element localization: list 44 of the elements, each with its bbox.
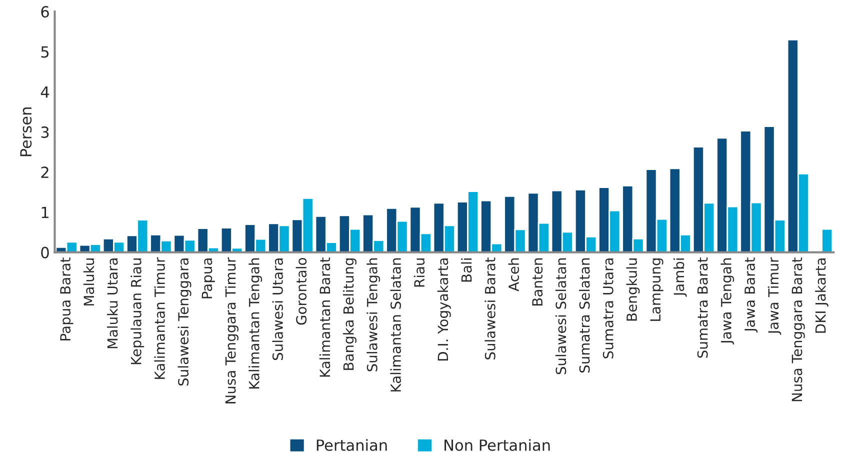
y-axis-title: Persen bbox=[20, 108, 32, 156]
y-tick-label: 2 bbox=[41, 166, 48, 178]
x-tick-label: Jambi bbox=[673, 258, 687, 297]
x-tick-label: Bangka Belitung bbox=[343, 258, 356, 370]
x-tick-label: Jawa Barat bbox=[744, 258, 758, 333]
y-tick-label: 1 bbox=[42, 206, 48, 218]
x-tick-label: Kalimantan Tengah bbox=[248, 258, 262, 389]
x-tick-label: Bengkulu bbox=[626, 258, 640, 321]
legend-label: Non Pertanian bbox=[444, 439, 550, 451]
x-tick-label: Lampung bbox=[650, 258, 664, 321]
x-tick-label: Nusa Tenggara Barat bbox=[792, 258, 805, 402]
bar bbox=[821, 228, 834, 252]
x-tick-label: DKI Jakarta bbox=[815, 258, 828, 333]
legend-label: Pertanian bbox=[316, 439, 387, 451]
x-tick-label: Nusa Tenggara Timur bbox=[225, 257, 238, 404]
y-tick-label: 6 bbox=[41, 6, 49, 18]
x-tick-label: Sulawesi Utara bbox=[272, 258, 283, 360]
y-tick-label: 5 bbox=[41, 46, 49, 58]
x-tick-label: Kalimantan Selatan bbox=[390, 258, 401, 392]
x-tick-label: Kalimantan Timur bbox=[154, 257, 165, 379]
x-tick-label: Sumatra Utara bbox=[602, 258, 614, 358]
x-tick-label: Sumatra Barat bbox=[697, 258, 708, 358]
x-tick-label: Maluku bbox=[83, 258, 94, 306]
x-tick-label: Sulawesi Tenggara bbox=[178, 258, 192, 386]
x-tick-label: Gorontalo bbox=[296, 258, 307, 325]
x-tick-label: Bali bbox=[461, 258, 472, 282]
x-tick-label: Sumatra Selatan bbox=[579, 258, 590, 373]
y-tick-label: 0 bbox=[41, 246, 49, 258]
x-tick-label: Sulawesi Selatan bbox=[555, 258, 566, 374]
x-tick-label: Kepulauan Riau bbox=[130, 258, 144, 364]
x-tick-label: Papua Barat bbox=[60, 258, 74, 340]
x-tick-label: Aceh bbox=[508, 258, 519, 292]
x-tick-label: Jawa Tengah bbox=[720, 258, 734, 344]
y-tick-label: 4 bbox=[40, 86, 50, 98]
x-tick-label: Banten bbox=[532, 258, 543, 306]
x-tick-label: Sulawesi Tengah bbox=[366, 258, 380, 372]
y-tick-label: 3 bbox=[41, 126, 49, 138]
x-tick-label: Kalimantan Barat bbox=[319, 258, 330, 377]
x-tick-label: Maluku Utara bbox=[107, 258, 118, 348]
x-tick-label: Jawa Timur bbox=[768, 257, 782, 335]
x-tick-label: D.I. Yogyakarta bbox=[437, 258, 451, 361]
x-tick-label: Papua bbox=[202, 258, 215, 298]
x-tick-label: Riau bbox=[414, 258, 425, 287]
x-tick-label: Sulawesi Barat bbox=[484, 258, 496, 360]
